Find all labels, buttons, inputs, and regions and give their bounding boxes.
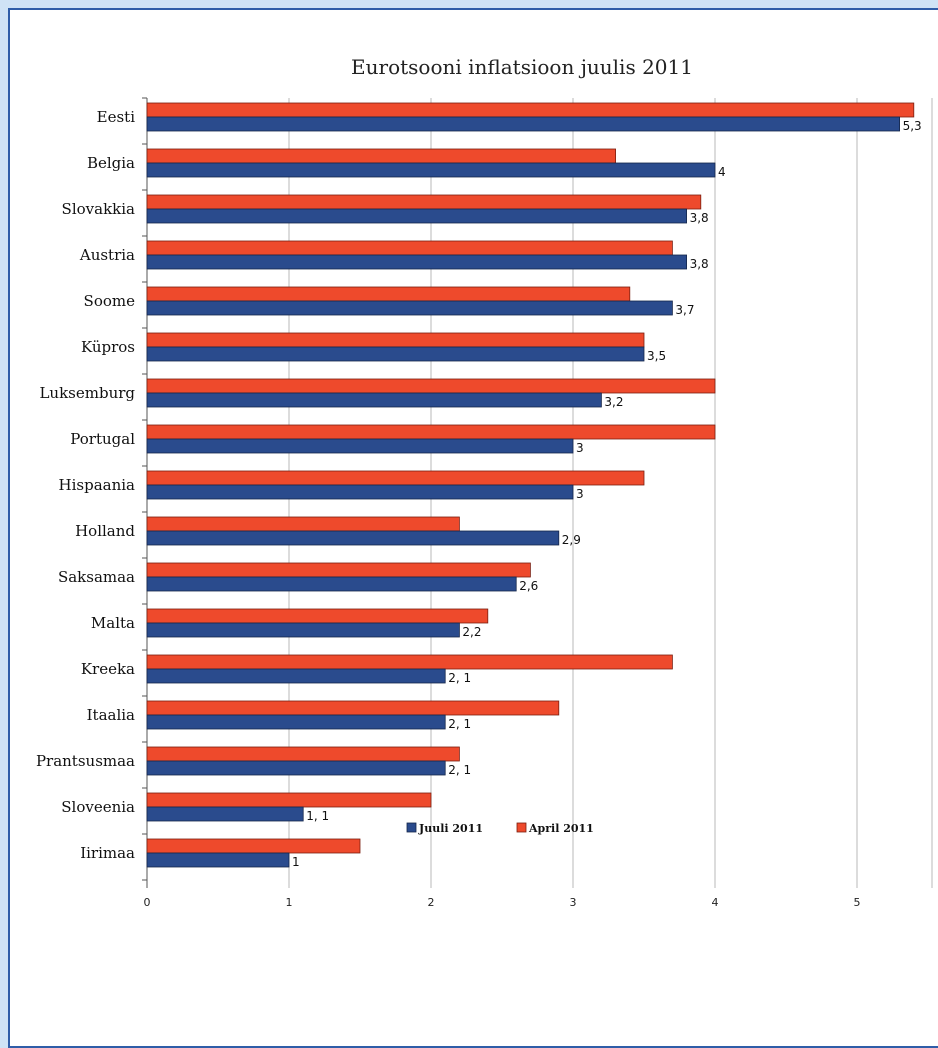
data-label-juuli-2011: 3,5: [647, 349, 666, 363]
x-tick-label: 0: [144, 896, 151, 909]
bar-juuli-2011: [146, 392, 602, 408]
category-label: Belgia: [87, 154, 135, 172]
x-tick-label: 2: [428, 896, 435, 909]
bar-juuli-2011: [146, 852, 290, 868]
category-label: Slovakkia: [62, 200, 135, 218]
bar-april-2011: [146, 240, 673, 256]
legend-label-juuli: Juuli 2011: [418, 822, 483, 835]
bar-juuli-2011: [146, 714, 446, 730]
bar-juuli-2011: [146, 530, 560, 546]
bar-april-2011: [146, 792, 432, 808]
data-label-juuli-2011: 4: [718, 165, 726, 179]
bar-april-2011: [146, 608, 489, 624]
data-label-juuli-2011: 2, 1: [448, 717, 471, 731]
legend-swatch-juuli: [406, 822, 417, 833]
data-label-juuli-2011: 2,6: [519, 579, 538, 593]
data-label-juuli-2011: 3,2: [604, 395, 623, 409]
bar-april-2011: [146, 286, 631, 302]
category-label: Prantsusmaa: [36, 752, 135, 770]
bar-juuli-2011: [146, 300, 673, 316]
x-tick-label: 4: [712, 896, 719, 909]
category-label: Saksamaa: [58, 568, 135, 586]
data-label-juuli-2011: 1, 1: [306, 809, 329, 823]
chart-svg: Eurotsooni inflatsioon juulis 2011 5,3 4 3…: [10, 10, 936, 1030]
category-labels: Eesti Belgia Slovakkia Austria Soome Küpros Lu…: [36, 108, 135, 862]
category-label: Malta: [91, 614, 135, 632]
bar-juuli-2011: [146, 438, 574, 454]
data-label-juuli-2011: 2, 1: [448, 671, 471, 685]
bar-juuli-2011: [146, 806, 304, 822]
bar-juuli-2011: [146, 208, 687, 224]
data-label-juuli-2011: 3: [576, 487, 584, 501]
bar-juuli-2011: [146, 162, 716, 178]
category-label: Luksemburg: [39, 384, 135, 402]
data-label-juuli-2011: 2, 1: [448, 763, 471, 777]
bars: 5,3 4 3,8 3,8 3,7 3,5 3,2 3 3 2,9 2,6 2,2 2, 1 2, 1 2,…: [146, 102, 922, 869]
bar-april-2011: [146, 700, 560, 716]
bar-april-2011: [146, 424, 716, 440]
bar-april-2011: [146, 562, 531, 578]
data-label-juuli-2011: 3,8: [690, 211, 709, 225]
bar-april-2011: [146, 654, 673, 670]
category-label: Eesti: [97, 108, 136, 126]
bar-april-2011: [146, 838, 361, 854]
x-tick-label: 5: [854, 896, 861, 909]
bar-april-2011: [146, 102, 915, 118]
bar-april-2011: [146, 332, 645, 348]
category-label: Küpros: [81, 338, 135, 356]
category-label: Kreeka: [81, 660, 135, 678]
category-label: Iirimaa: [80, 844, 135, 862]
x-axis-ticks: 0 1 2 3 4 5: [144, 896, 861, 909]
bar-juuli-2011: [146, 668, 446, 684]
bar-juuli-2011: [146, 484, 574, 500]
bar-juuli-2011: [146, 116, 900, 132]
data-label-juuli-2011: 3,8: [690, 257, 709, 271]
bar-april-2011: [146, 378, 716, 394]
bar-juuli-2011: [146, 760, 446, 776]
category-label: Holland: [75, 522, 135, 540]
category-label: Soome: [84, 292, 136, 310]
chart-title: Eurotsooni inflatsioon juulis 2011: [351, 55, 693, 79]
category-label: Portugal: [70, 430, 135, 448]
category-label: Austria: [79, 246, 135, 264]
chart-frame: Eurotsooni inflatsioon juulis 2011 5,3 4 3…: [8, 8, 938, 1048]
x-tick-label: 3: [570, 896, 577, 909]
bar-april-2011: [146, 746, 460, 762]
category-label: Sloveenia: [61, 798, 135, 816]
data-label-juuli-2011: 2,2: [462, 625, 481, 639]
data-label-juuli-2011: 2,9: [562, 533, 581, 547]
data-label-juuli-2011: 5,3: [903, 119, 922, 133]
data-label-juuli-2011: 3,7: [675, 303, 694, 317]
bar-juuli-2011: [146, 622, 460, 638]
bar-april-2011: [146, 148, 617, 164]
legend-swatch-april: [516, 822, 527, 833]
bar-juuli-2011: [146, 576, 517, 592]
category-label: Hispaania: [59, 476, 136, 494]
category-label: Itaalia: [87, 706, 135, 724]
bar-april-2011: [146, 194, 702, 210]
bar-april-2011: [146, 516, 460, 532]
x-tick-label: 1: [286, 896, 293, 909]
data-label-juuli-2011: 3: [576, 441, 584, 455]
bar-juuli-2011: [146, 254, 687, 270]
bar-juuli-2011: [146, 346, 645, 362]
data-label-juuli-2011: 1: [292, 855, 300, 869]
bar-april-2011: [146, 470, 645, 486]
legend-label-april: April 2011: [528, 822, 594, 835]
legend: Juuli 2011 April 2011: [406, 822, 594, 835]
